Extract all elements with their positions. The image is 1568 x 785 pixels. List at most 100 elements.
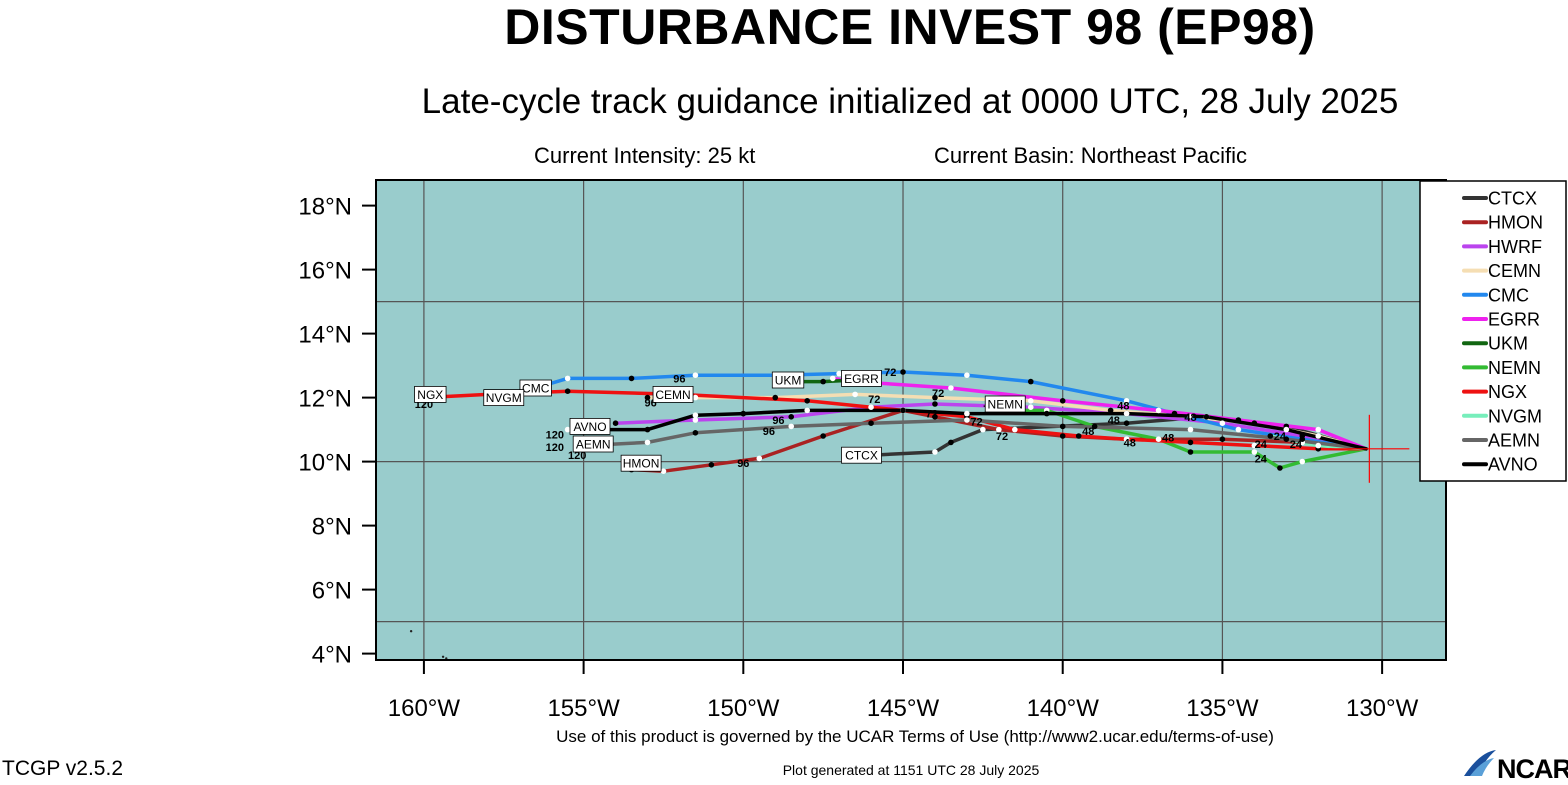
chart-subtitle: Late-cycle track guidance initialized at…: [421, 82, 1399, 121]
x-tick-label: 160°W: [388, 695, 461, 722]
legend-entry-avno: AVNO: [1462, 455, 1538, 475]
model-label-text: EGRR: [844, 372, 879, 386]
track-point: [1251, 420, 1258, 427]
y-tick-label: 4°N: [312, 642, 352, 669]
ocean-background: [376, 180, 1446, 660]
legend-box: [1419, 180, 1567, 482]
track-point: [1235, 426, 1242, 433]
model-label-ukm: UKM: [771, 371, 805, 389]
forecast-hour-label: 24: [1290, 439, 1303, 451]
forecast-hour-label: 24: [1274, 431, 1287, 443]
y-tick-label: 10°N: [298, 450, 352, 477]
track-point: [804, 407, 810, 414]
track-point: [644, 394, 651, 401]
y-tick-label: 8°N: [312, 514, 352, 541]
track-point: [1283, 426, 1290, 433]
forecast-hour-label: 48: [1117, 401, 1129, 413]
forecast-hour-label: 48: [1108, 415, 1120, 427]
x-tick-label: 130°W: [1346, 695, 1419, 722]
track-point: [1267, 433, 1274, 439]
legend-entry-cemn: CEMN: [1462, 261, 1541, 281]
legend-label: HMON: [1488, 213, 1543, 233]
forecast-hour-label: 48: [1124, 437, 1136, 449]
track-cmc: [533, 370, 1368, 451]
forecast-hour-label: 48: [1162, 433, 1174, 445]
y-tick-label: 12°N: [298, 386, 352, 413]
track-point: [1043, 410, 1050, 417]
chart-title: DISTURBANCE INVEST 98 (EP98): [504, 0, 1316, 55]
track-point: [1219, 420, 1226, 427]
track-point: [692, 417, 699, 423]
model-label-text: AVNO: [573, 420, 606, 434]
model-label-box: [620, 454, 662, 472]
x-tick-label: 155°W: [547, 695, 620, 722]
current-intensity: Current Intensity: 25 kt: [534, 143, 756, 168]
legend-entry-egrr: EGRR: [1462, 310, 1540, 330]
model-label-box: [483, 389, 525, 407]
legend-label: AEMN: [1488, 431, 1540, 451]
track-point: [564, 426, 571, 433]
ncar-logo-icon: [1464, 750, 1496, 776]
generated-timestamp: Plot generated at 1151 UTC 28 July 2025: [782, 762, 1040, 778]
track-point: [1027, 404, 1034, 411]
track-point: [868, 404, 874, 411]
model-label-box: [652, 385, 694, 403]
track-point: [628, 375, 635, 382]
legend-label: NVGM: [1488, 406, 1542, 426]
x-tick-label: 150°W: [707, 695, 780, 722]
forecast-hour-label: 48: [1184, 412, 1196, 424]
track-point: [1059, 433, 1066, 439]
track-point: [1203, 414, 1210, 420]
forecast-hour-label: 96: [772, 415, 784, 427]
forecast-hour-label: 48: [1082, 426, 1094, 438]
track-point: [1123, 436, 1130, 443]
track-point: [788, 414, 795, 420]
legend-entry-ngx: NGX: [1462, 382, 1527, 402]
legend-entry-cmc: CMC: [1462, 285, 1529, 305]
track-point: [964, 417, 970, 423]
track-point: [1059, 423, 1066, 430]
x-tick-label: 140°W: [1027, 695, 1100, 722]
model-label-avno: AVNO: [569, 417, 611, 435]
track-point: [996, 426, 1002, 433]
track-point: [1012, 426, 1018, 433]
track-point: [692, 394, 699, 401]
model-label-box: [569, 417, 611, 435]
model-label-ctcx: CTCX: [841, 446, 882, 464]
track-point: [1171, 410, 1178, 417]
forecast-hour-label: 96: [673, 373, 685, 385]
legend-label: HWRF: [1488, 237, 1542, 257]
forecast-hour-label: 120: [568, 450, 586, 462]
legend-label: CMC: [1488, 285, 1529, 305]
track-point: [1277, 465, 1283, 471]
legend-label: NGX: [1488, 382, 1527, 402]
x-tick-label: 145°W: [867, 695, 940, 722]
track-point: [1235, 417, 1242, 423]
legend-entry-aemn: AEMN: [1462, 431, 1540, 451]
forecast-hour-label: 72: [970, 417, 982, 429]
track-point: [1075, 433, 1082, 439]
track-point: [1187, 426, 1194, 433]
forecast-hour-label: 72: [868, 394, 880, 406]
track-point: [612, 420, 619, 427]
model-label-text: NGX: [417, 388, 443, 402]
model-label-box: [841, 369, 882, 387]
track-avno: [565, 408, 1368, 451]
x-tick-label: 135°W: [1186, 695, 1259, 722]
track-point: [1123, 398, 1130, 404]
legend-label: EGRR: [1488, 310, 1540, 330]
model-label-cmc: CMC: [519, 379, 552, 397]
legend-label: CTCX: [1488, 189, 1537, 209]
ncar-logo-text: NCAR: [1497, 754, 1568, 784]
track-point: [564, 375, 571, 382]
model-label-box: [519, 379, 552, 397]
track-point: [900, 369, 906, 375]
track-point: [836, 370, 842, 377]
track-point: [1155, 407, 1162, 414]
track-point: [1251, 449, 1258, 455]
model-label-text: CTCX: [845, 449, 878, 463]
land-dot: [409, 630, 413, 633]
track-point: [948, 439, 954, 446]
track-point: [756, 455, 763, 462]
